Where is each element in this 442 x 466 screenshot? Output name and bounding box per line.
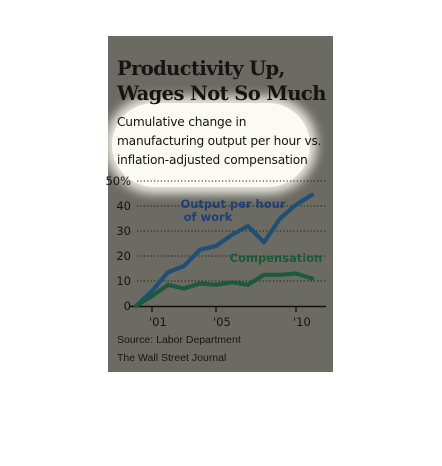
x-tick-label: '05 [213, 315, 231, 329]
compensation-series-label: Compensation [230, 251, 323, 265]
subtitle-line-2: manufacturing output per hour vs. [117, 134, 322, 148]
subtitle-line-3: inflation-adjusted compensation [117, 153, 308, 167]
y-tick-label: 10 [116, 274, 131, 288]
output-per-hour-line [133, 192, 315, 309]
output-series-label-line-2: of work [184, 210, 233, 224]
y-tick-label: 40 [116, 199, 131, 213]
y-tick-label: 0 [124, 299, 131, 313]
y-tick-label: 20 [116, 249, 131, 263]
compensation-line [133, 271, 315, 309]
y-tick-label: 50% [105, 174, 131, 188]
x-tick-label: '10 [293, 315, 311, 329]
x-tick-label: '01 [149, 315, 167, 329]
title-line-2: Wages Not So Much [117, 82, 326, 105]
subtitle-highlight [112, 103, 310, 187]
subtitle-line-1: Cumulative change in [117, 115, 247, 129]
output-series-label-line-1: Output per hour [180, 197, 285, 211]
chart-title: Productivity Up, Wages Not So Much [117, 56, 327, 106]
credit-note: The Wall Street Journal [117, 352, 227, 364]
title-line-1: Productivity Up, [117, 57, 285, 80]
chart-subtitle: Cumulative change in manufacturing outpu… [117, 113, 332, 170]
source-note: Source: Labor Department [117, 334, 241, 346]
y-tick-label: 30 [116, 224, 131, 238]
